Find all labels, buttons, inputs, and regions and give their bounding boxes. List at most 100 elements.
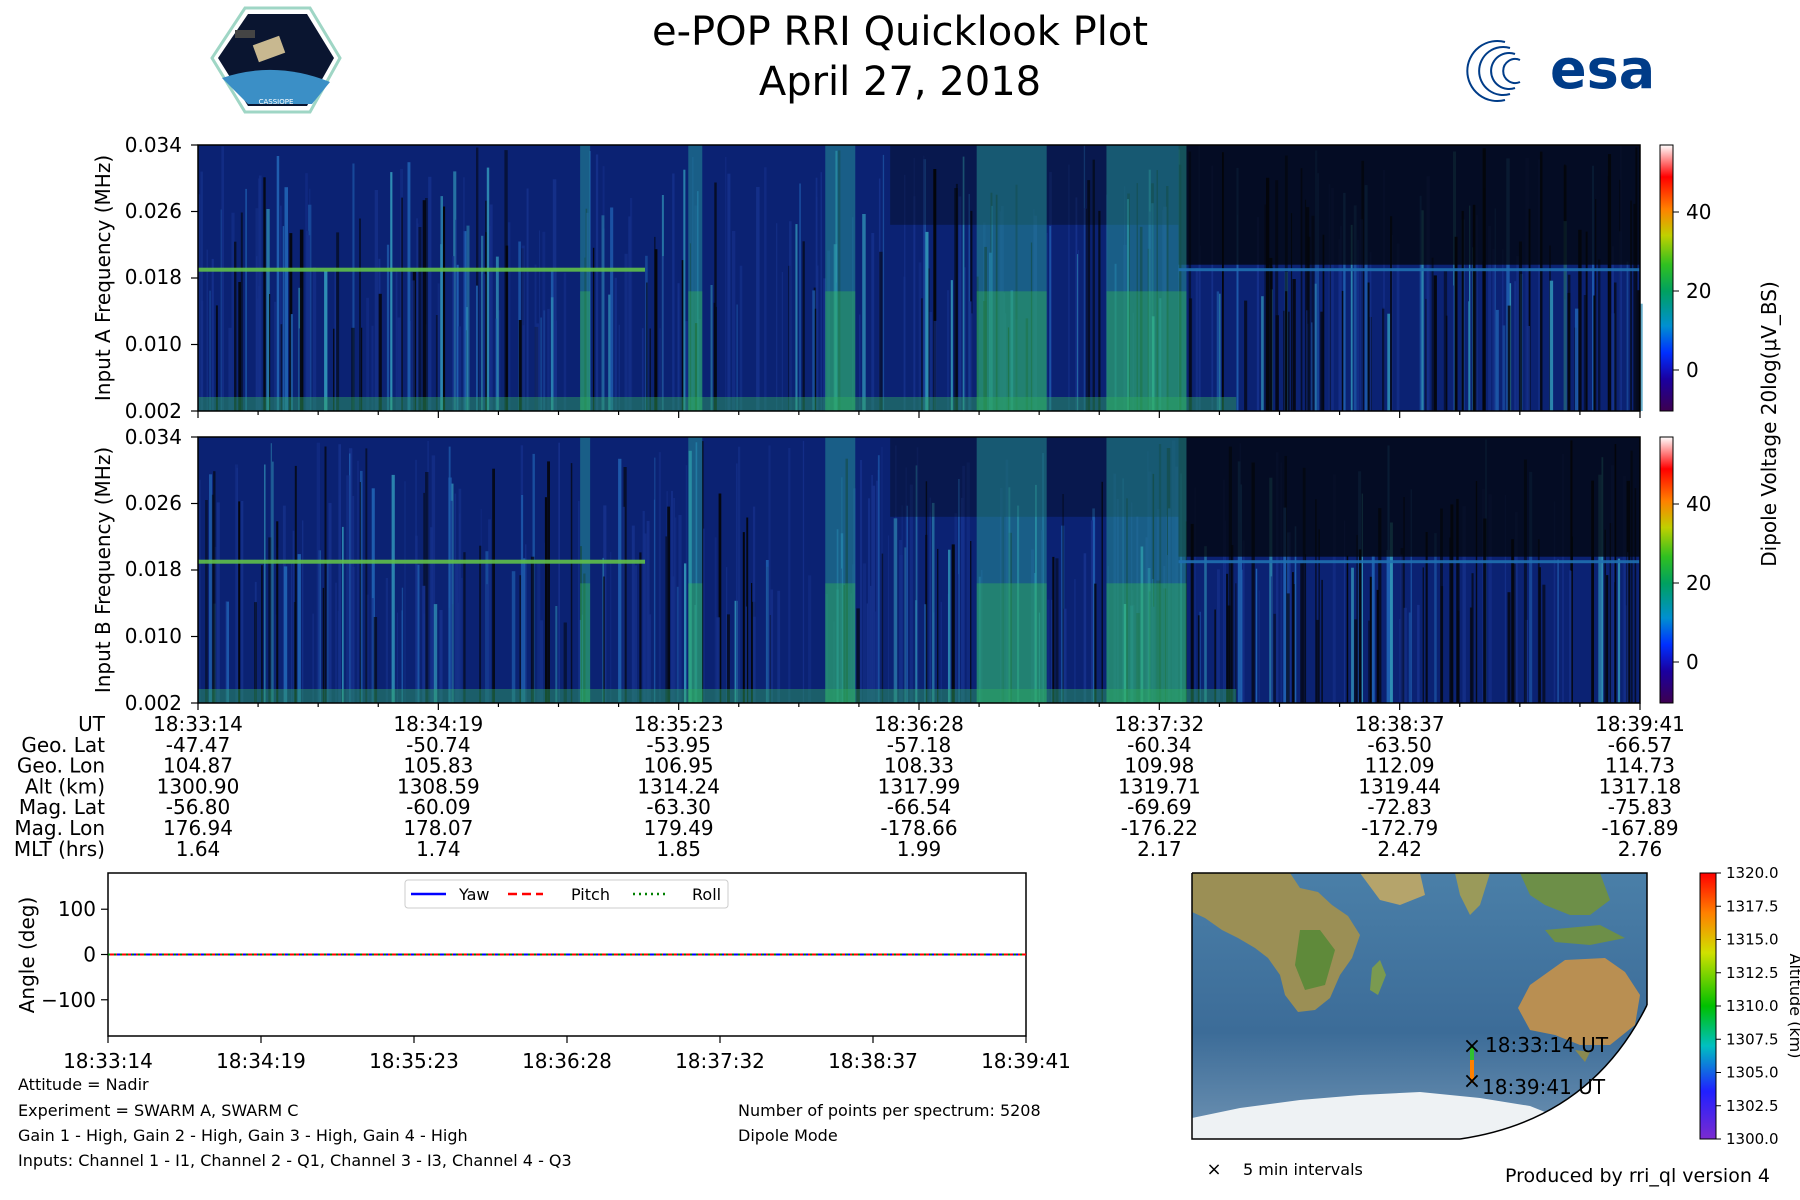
spec-b-streak <box>685 465 688 703</box>
spec-b-streak <box>881 446 883 703</box>
spec-a-streak <box>374 190 378 411</box>
spec-b-streak <box>290 562 293 703</box>
spec-b-streak <box>999 487 1003 703</box>
spec-a-streak <box>976 276 979 411</box>
spec-a-streak <box>714 182 717 411</box>
spec-a-streak <box>586 212 589 411</box>
spec-a-streak <box>654 236 656 411</box>
spec-b-streak <box>753 616 756 703</box>
spec-b-streak <box>751 583 753 703</box>
map-madagascar <box>1370 960 1386 995</box>
spec-a-streak <box>684 321 688 411</box>
table-cell: 105.83 <box>403 754 473 778</box>
spec-a-streak <box>1367 282 1370 411</box>
spec-b-streak <box>205 500 208 703</box>
spec-b-streak <box>1538 567 1541 703</box>
spec-a-streak <box>1315 150 1318 411</box>
spec-a-streak <box>838 150 841 411</box>
spec-b-streak <box>643 533 647 703</box>
spec-b-streak <box>1371 555 1375 703</box>
attitude-xtick: 18:39:41 <box>981 1049 1071 1073</box>
table-cell: 1317.99 <box>878 774 961 798</box>
table-cell: 1.85 <box>656 837 701 861</box>
spec-a-streak <box>336 232 340 411</box>
spec-a-streak <box>228 327 232 411</box>
spec-b-streak <box>555 606 558 703</box>
track-start-marker: × <box>1463 1034 1481 1059</box>
spec-a-streak <box>1178 164 1182 411</box>
spec-a-streak <box>299 229 304 411</box>
spec-a-streak <box>1585 231 1588 411</box>
spec-a-streak <box>418 227 422 411</box>
spec-a-streak <box>378 293 382 411</box>
spec-a-streak <box>823 278 826 411</box>
altitude-tick: 1315.0 <box>1726 931 1779 949</box>
spec-b-streak <box>1227 605 1231 703</box>
spec-a-streak <box>269 294 271 411</box>
spec-b-streak <box>1136 613 1140 703</box>
spec-b-streak <box>461 577 463 703</box>
spec-a-streak <box>489 204 493 411</box>
footer-text: Produced by rri_ql version 4 <box>1505 1165 1770 1187</box>
spec-b-streak <box>836 529 839 703</box>
spec-a-streak <box>1264 204 1266 411</box>
spec-a-streak <box>1320 311 1324 411</box>
colorbar-label: Dipole Voltage 20log(μV_BS) <box>1757 281 1781 567</box>
spec-b-streak <box>578 500 580 703</box>
spec-a-streak <box>964 267 966 411</box>
spec-a-streak <box>958 196 962 411</box>
spec-a-streak <box>1275 180 1279 411</box>
spec-a-streak <box>933 169 937 411</box>
spec-a-streak <box>1124 186 1126 411</box>
spec-a-streak <box>781 272 783 411</box>
table-cell: -66.54 <box>887 795 951 819</box>
spec-b-streak <box>866 603 869 703</box>
spec-b-streak <box>1273 613 1277 703</box>
table-cell: -176.22 <box>1121 816 1198 840</box>
spec-a-streak <box>485 232 488 411</box>
spec-b-streak <box>1434 533 1437 703</box>
spec-a-streak <box>1390 216 1393 411</box>
spec-b-streak <box>666 491 668 703</box>
spec-b-streak <box>929 497 931 703</box>
map-antarctica <box>1192 1092 1600 1139</box>
attitude-xtick: 18:34:19 <box>216 1049 306 1073</box>
spec-b-ylabel: Input B Frequency (MHz) <box>91 447 115 693</box>
table-cell: 1.64 <box>176 837 221 861</box>
spec-a-streak <box>1637 290 1640 411</box>
spec-a-streak <box>968 194 970 411</box>
spec-a-streak <box>1077 250 1080 411</box>
spec-a-streak <box>1433 275 1437 411</box>
spectrogram-b <box>197 436 1641 704</box>
spec-b-streak <box>371 488 375 703</box>
table-cell: 179.49 <box>644 816 714 840</box>
spec-a-streak <box>1492 249 1496 411</box>
spec-a-streak <box>395 267 398 411</box>
spec-b-streak <box>978 576 981 703</box>
spec-a-streak <box>1000 206 1004 411</box>
spec-b-streak <box>1606 575 1609 703</box>
table-cell: 18:38:37 <box>1355 712 1445 736</box>
spec-a-streak <box>1611 246 1614 411</box>
altitude-tick: 1310.0 <box>1726 997 1779 1015</box>
spec-b-streak <box>422 585 426 703</box>
spec-b-streak <box>825 594 828 703</box>
spec-a-streak <box>1578 229 1582 411</box>
spec-a-streak <box>662 256 664 411</box>
spec-b-streak <box>654 457 656 703</box>
spec-a-streak <box>1640 303 1643 411</box>
spec-b-streak <box>1622 475 1626 703</box>
table-cell: 18:33:14 <box>153 712 243 736</box>
spec-b-streak <box>1158 444 1162 703</box>
spec-b-streak <box>1190 523 1194 703</box>
plot-date: April 27, 2018 <box>759 59 1041 105</box>
spec-b-streak <box>391 474 395 703</box>
attitude-ytick: −100 <box>41 988 96 1012</box>
spec-b-streak <box>1035 484 1037 703</box>
spec-b-streak <box>622 506 625 703</box>
spec-a-streak <box>386 244 390 411</box>
cassiope-logo: CASSIOPE <box>210 6 342 114</box>
spec-a-streak <box>361 327 363 411</box>
spec-b-streak <box>1199 611 1201 703</box>
spec-a-streak <box>1339 226 1342 411</box>
